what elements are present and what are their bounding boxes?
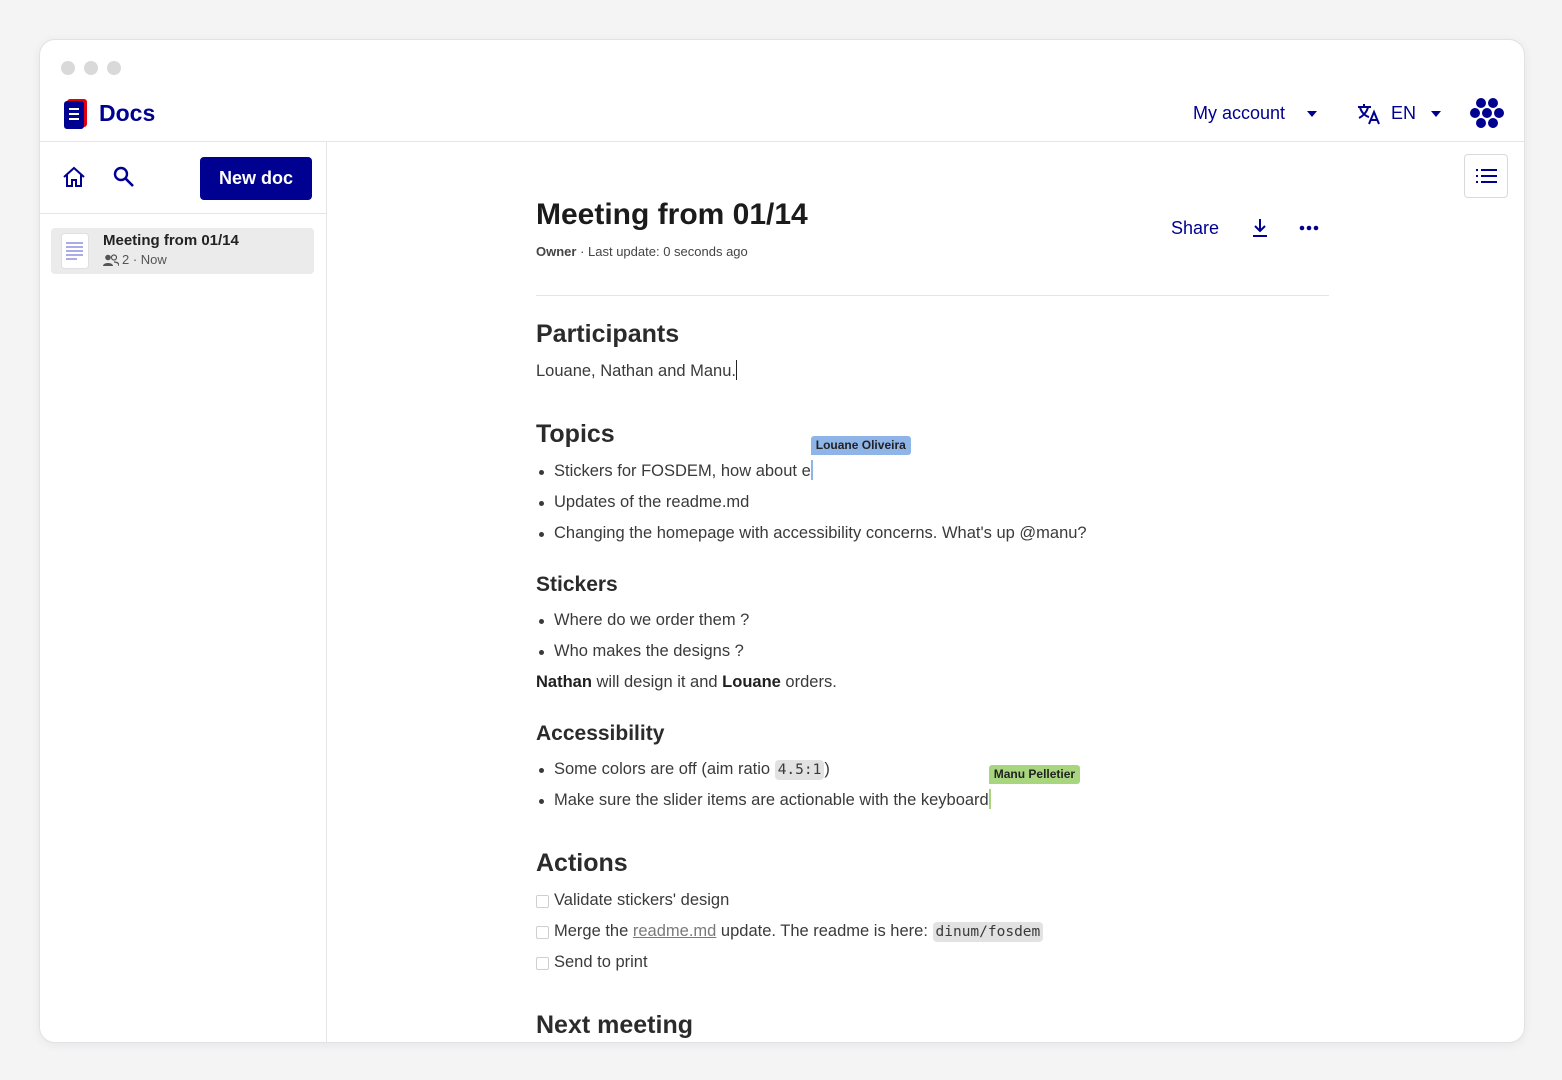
home-button[interactable] (62, 166, 86, 188)
bullet-item: Changing the homepage with accessibility… (536, 518, 1336, 549)
bullet-item: Stickers for FOSDEM, how about e Louane O… (536, 436, 1336, 487)
text: Make sure the slider items are actionabl… (554, 791, 989, 809)
code-text: 4.5:1 (774, 760, 825, 780)
doc-title-heading: Meeting from 01/14 (536, 198, 808, 231)
bullet-item: Some colors are off (aim ratio 4.5:1) (536, 754, 1336, 785)
doc-list-item[interactable]: Meeting from 01/14 2 · Now (51, 228, 314, 274)
bullet-item: Who makes the designs ? (536, 636, 1336, 667)
language-menu[interactable]: EN (1391, 103, 1417, 123)
doc-editor[interactable]: Participants Louane, Nathan and Manu. Topi… (536, 312, 1336, 1042)
text: Stickers for FOSDEM, how about e (554, 462, 811, 480)
bullet-item: Make sure the slider items are actionabl… (536, 765, 1336, 816)
text-caret (736, 360, 737, 380)
search-button[interactable] (113, 166, 135, 188)
bold-text: Louane (722, 673, 781, 691)
window-dot (61, 61, 75, 75)
dropdown-caret (1307, 111, 1317, 117)
paragraph: Louane, Nathan and Manu. (536, 356, 1336, 387)
heading: Accessibility (536, 722, 665, 745)
owner-role: Owner (536, 244, 577, 259)
cursor-label: Manu Pelletier (988, 765, 1081, 784)
app-name[interactable]: Docs (99, 100, 156, 126)
checkbox[interactable] (536, 895, 549, 908)
doc-icon (61, 233, 89, 269)
doc-meta: Owner · Last update: 0 seconds ago (536, 244, 748, 259)
text: will design it and (591, 673, 723, 691)
text: ) (824, 760, 830, 778)
text: Louane, Nathan and Manu. (536, 362, 736, 380)
doc-meta: 2 · Now (122, 252, 167, 267)
cursor-label: Louane Oliveira (810, 436, 911, 455)
checklist-item: Validate stickers' design (536, 885, 1336, 916)
text: update. The readme is here: (716, 922, 933, 940)
cursor-bar (988, 789, 991, 809)
text: Updates of the readme.md (554, 493, 750, 511)
text: Some colors are off (aim ratio (554, 760, 775, 778)
checklist-item: Merge the readme.md update. The readme i… (536, 916, 1336, 947)
bold-text: Nathan (536, 673, 592, 691)
account-menu[interactable]: My account (1193, 103, 1286, 123)
share-button[interactable]: Share (1171, 218, 1220, 238)
heading: Participants (536, 320, 680, 348)
header-divider (40, 141, 1524, 142)
dropdown-caret (1431, 111, 1441, 117)
text: Validate stickers' design (554, 891, 730, 909)
outline-icon (1476, 169, 1497, 183)
translate-icon (1358, 104, 1380, 125)
doc-title: Meeting from 01/14 (103, 232, 239, 249)
text: Changing the homepage with accessibility… (554, 524, 1087, 542)
new-doc-button[interactable]: New doc (200, 157, 312, 200)
title-divider (536, 295, 1329, 296)
heading: Stickers (536, 573, 618, 596)
participants-icon (103, 254, 119, 266)
checkbox[interactable] (536, 926, 549, 939)
code-text: dinum/fosdem (932, 922, 1044, 942)
outline-button[interactable] (1464, 154, 1508, 198)
text: Who makes the designs ? (554, 642, 744, 660)
cursor-bar (810, 460, 813, 480)
app-logo[interactable] (62, 98, 90, 130)
checklist-item: Send to print (536, 947, 1336, 978)
sidebar-divider (40, 213, 326, 214)
last-update: · Last update: 0 seconds ago (576, 244, 748, 259)
app-window: Docs My account EN New doc Meeting from … (39, 39, 1525, 1043)
text: Where do we order them ? (554, 611, 750, 629)
paragraph: Nathan will design it and Louane orders. (536, 667, 1336, 698)
checkbox[interactable] (536, 957, 549, 970)
more-options-button[interactable] (1299, 224, 1319, 232)
link-text[interactable]: readme.md (632, 922, 717, 940)
heading: Topics (536, 420, 615, 448)
download-button[interactable] (1251, 218, 1269, 238)
heading: Next meeting (536, 1011, 693, 1039)
sidebar: New doc Meeting from 01/14 2 · Now (40, 142, 327, 1042)
bullet-item: Updates of the readme.md (536, 487, 1336, 518)
text: orders. (780, 673, 837, 691)
heading: Actions (536, 849, 628, 877)
window-dot (84, 61, 98, 75)
text: Send to print (554, 953, 648, 971)
text: Merge the (554, 922, 633, 940)
window-dot (107, 61, 121, 75)
bullet-item: Where do we order them ? (536, 605, 1336, 636)
apps-grid-icon[interactable] (1470, 96, 1504, 130)
